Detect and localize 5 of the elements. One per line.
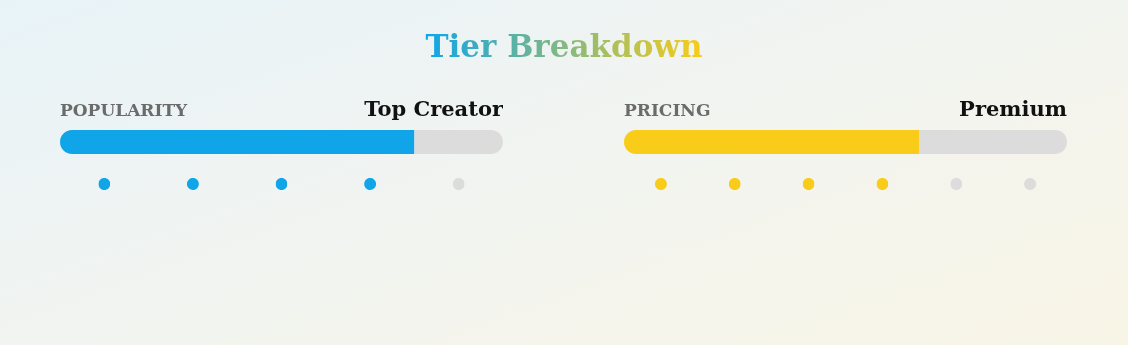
y-axis-title: POPULARITY xyxy=(60,100,189,120)
text: Top Creator xyxy=(364,96,504,121)
chart-title: Tier Breakdown xyxy=(425,28,703,64)
text: Premium xyxy=(959,96,1067,121)
y-axis-title: PRICING xyxy=(624,100,711,120)
